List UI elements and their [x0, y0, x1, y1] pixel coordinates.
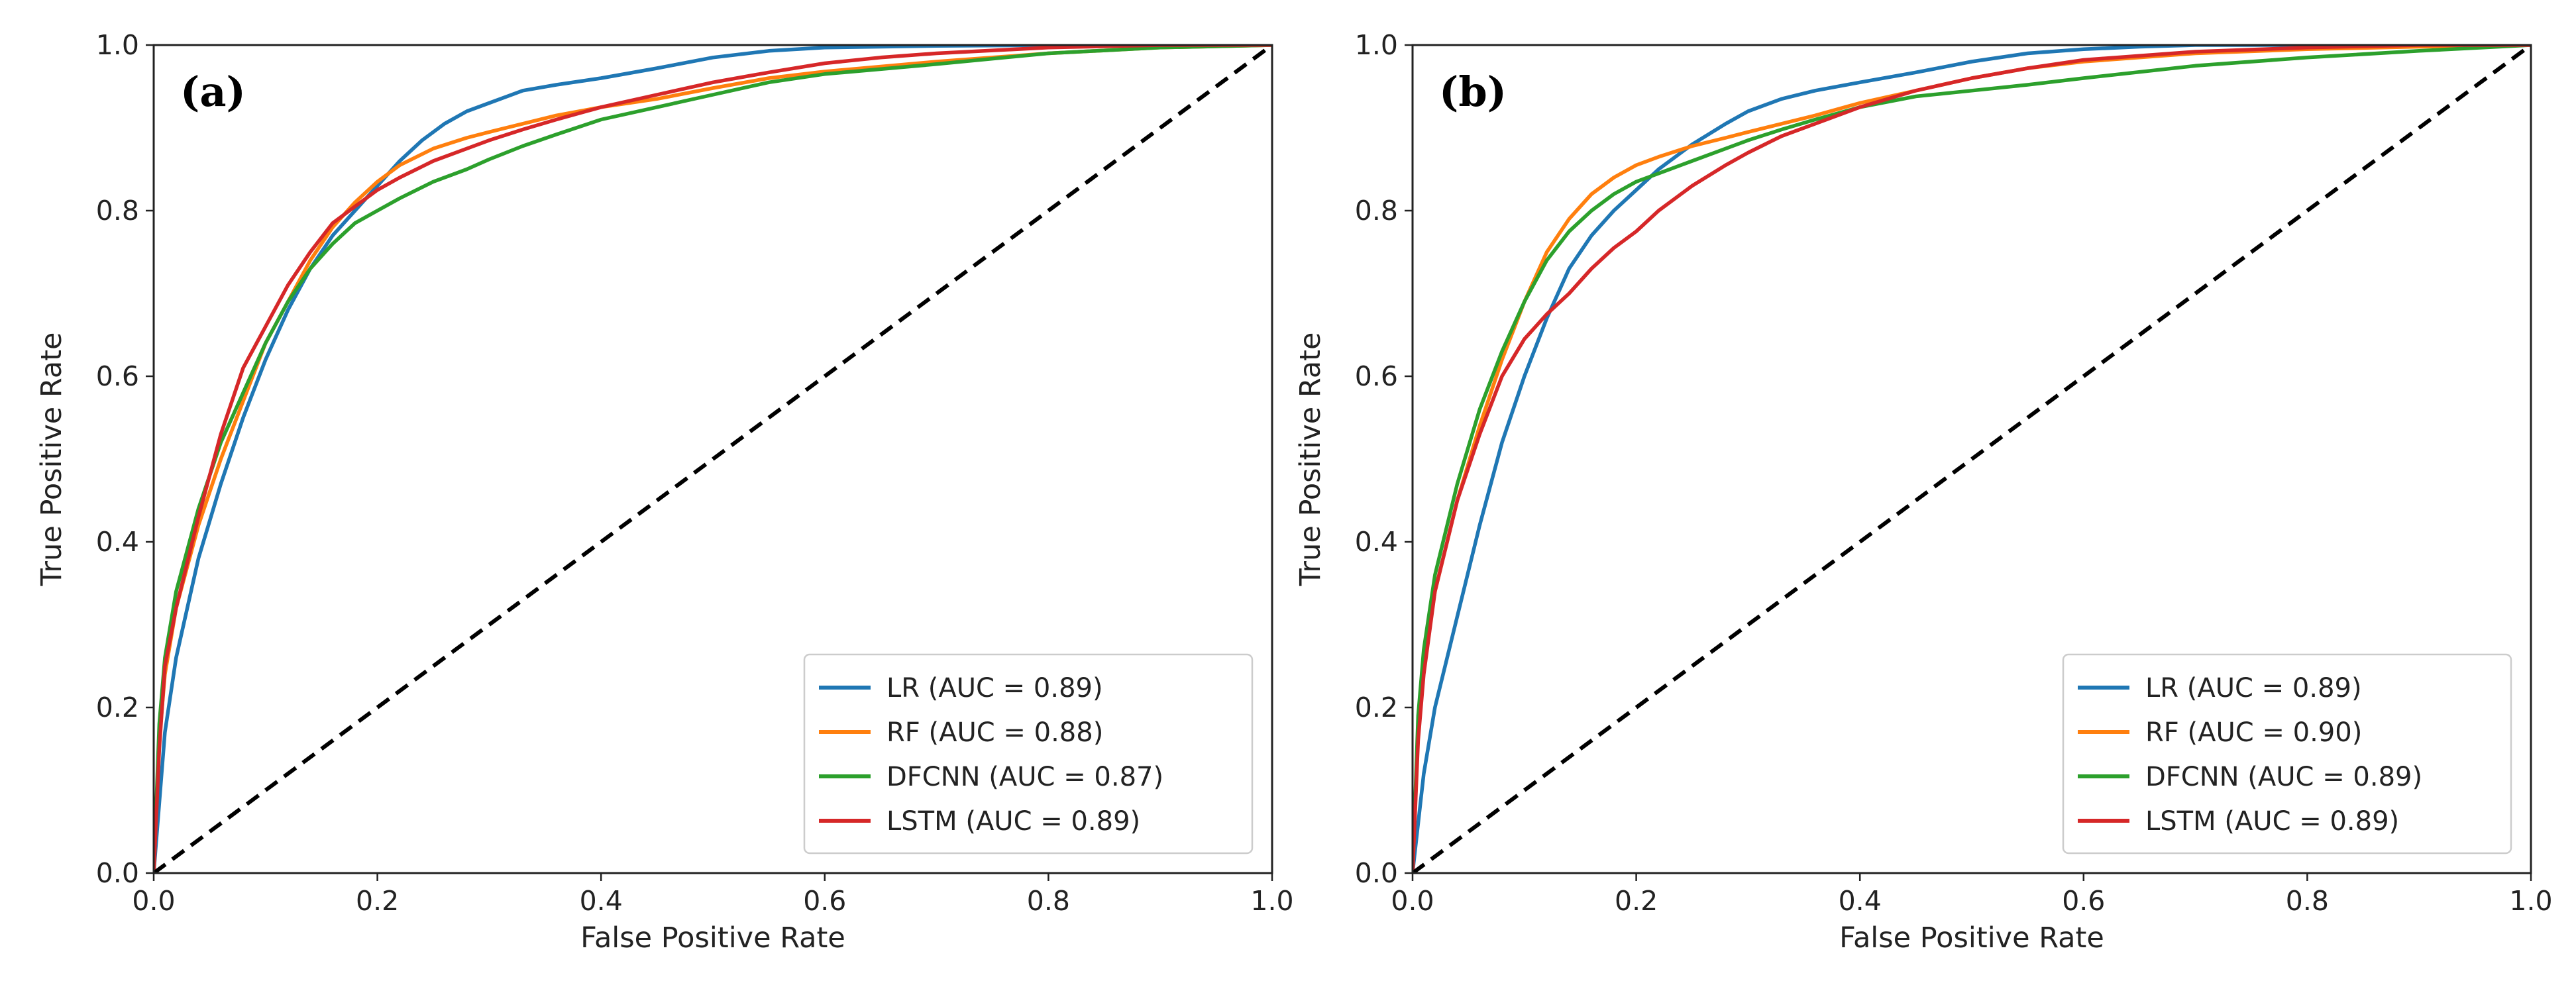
- y-tick-label: 0.0: [96, 857, 139, 889]
- y-tick-label: 0.4: [1355, 526, 1398, 558]
- legend-entry-lr: LR (AUC = 0.89): [886, 673, 1103, 703]
- y-tick-label: 0.0: [1355, 857, 1398, 889]
- x-tick-label: 0.4: [580, 885, 623, 917]
- plot-area: [1413, 45, 2531, 873]
- x-tick-label: 0.0: [1391, 885, 1434, 917]
- roc-curve-lstm: [1413, 45, 2531, 873]
- y-tick-label: 0.6: [1355, 360, 1398, 392]
- y-axis-label: True Positive Rate: [35, 332, 68, 586]
- chance-diagonal-line: [1413, 45, 2531, 873]
- plot-area: [154, 45, 1272, 873]
- y-tick-label: 0.8: [96, 195, 139, 227]
- legend-entry-lstm: LSTM (AUC = 0.89): [886, 806, 1140, 837]
- plot-frame: [152, 44, 1273, 874]
- y-tick-label: 0.2: [1355, 692, 1398, 723]
- roc-curve-dfcnn: [1413, 45, 2531, 873]
- legend: LR (AUC = 0.89) RF (AUC = 0.90) DFCNN (AUC…: [2062, 653, 2512, 855]
- y-tick-label: 1.0: [96, 29, 139, 61]
- panel-label: (b): [1439, 68, 1507, 116]
- plot-frame: [1411, 44, 2532, 874]
- legend-box: [803, 653, 1254, 855]
- roc-curve-lstm: [154, 45, 1272, 873]
- x-axis-label: False Positive Rate: [580, 921, 845, 955]
- roc-panel-b: 0.0 0.2 0.4 0.6 0.8 1.0 0.0 0.2 0.4 0.6 0.8 1.0 Fals…: [1294, 29, 2553, 955]
- x-tick-label: 0.6: [2062, 885, 2105, 917]
- chance-diagonal-line: [154, 45, 1272, 873]
- x-tick-label: 0.0: [132, 885, 175, 917]
- y-tick-label: 0.8: [1355, 195, 1398, 227]
- x-tick-label: 0.8: [2286, 885, 2329, 917]
- x-tick-label: 0.8: [1027, 885, 1070, 917]
- legend-entry-rf: RF (AUC = 0.88): [886, 717, 1103, 748]
- legend-entry-lstm: LSTM (AUC = 0.89): [2145, 806, 2399, 837]
- y-axis-label: True Positive Rate: [1294, 332, 1327, 586]
- x-tick-label: 0.2: [1615, 885, 1658, 917]
- legend-entry-rf: RF (AUC = 0.90): [2145, 717, 2362, 748]
- legend-entry-dfcnn: DFCNN (AUC = 0.87): [886, 762, 1163, 792]
- x-tick-label: 1.0: [1250, 885, 1293, 917]
- legend-box: [2062, 653, 2512, 855]
- legend: LR (AUC = 0.89) RF (AUC = 0.88) DFCNN (AUC…: [803, 653, 1254, 855]
- roc-curve-rf: [154, 45, 1272, 873]
- y-tick-label: 0.6: [96, 360, 139, 392]
- y-tick-label: 0.2: [96, 692, 139, 723]
- legend-entry-lr: LR (AUC = 0.89): [2145, 673, 2362, 703]
- x-tick-label: 0.4: [1839, 885, 1882, 917]
- x-tick-label: 0.2: [356, 885, 399, 917]
- roc-curve-lr: [154, 45, 1272, 873]
- panel-label: (a): [180, 68, 246, 116]
- x-tick-label: 1.0: [2509, 885, 2552, 917]
- y-tick-label: 1.0: [1355, 29, 1398, 61]
- roc-curve-lr: [1413, 45, 2531, 873]
- x-tick-label: 0.6: [803, 885, 846, 917]
- roc-panel-a: 0.0 0.2 0.4 0.6 0.8 1.0 0.0 0.2 0.4 0.6 0.8 1.0 Fals…: [35, 29, 1294, 955]
- legend-entry-dfcnn: DFCNN (AUC = 0.89): [2145, 762, 2422, 792]
- y-tick-label: 0.4: [96, 526, 139, 558]
- x-axis-label: False Positive Rate: [1839, 921, 2104, 955]
